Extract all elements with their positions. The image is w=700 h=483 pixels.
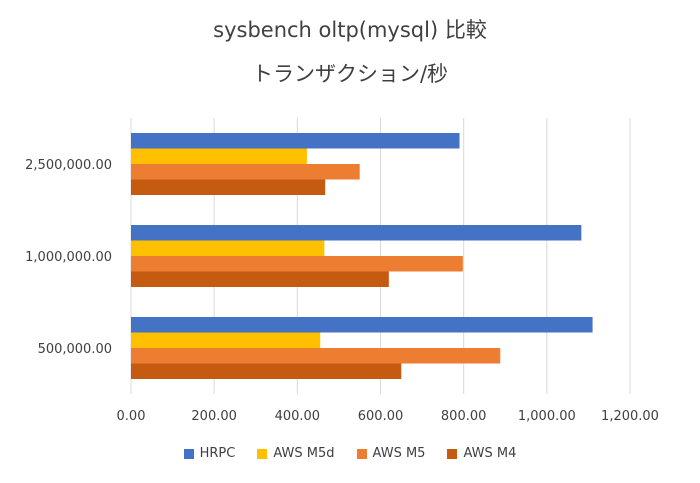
chart-title: sysbench oltp(mysql) 比較	[213, 18, 487, 42]
chart-legend: HRPC AWS M5d AWS M5 AWS M4	[0, 446, 700, 461]
legend-swatch	[447, 448, 458, 459]
legend-item: HRPC	[183, 446, 236, 461]
legend-label: HRPC	[199, 446, 236, 461]
bar-aws-m4	[131, 179, 326, 195]
bar-aws-m5	[131, 164, 360, 180]
bar-aws-m4	[131, 271, 389, 287]
bar-aws-m5	[131, 348, 501, 364]
legend-item: AWS M4	[447, 446, 516, 461]
y-category-label: 2,500,000.00	[25, 158, 112, 173]
bar-aws-m5d	[131, 332, 321, 348]
legend-label: AWS M5d	[273, 446, 335, 461]
legend-item: AWS M5	[356, 446, 426, 461]
x-tick-label: 1,200.00	[601, 409, 659, 424]
x-tick-label: 200.00	[191, 409, 237, 424]
chart-subtitle: トランザクション/秒	[251, 62, 449, 86]
bar-aws-m5d	[131, 148, 307, 164]
x-tick-label: 800.00	[441, 409, 487, 424]
legend-label: AWS M4	[463, 446, 517, 461]
legend-item: AWS M5d	[257, 446, 335, 461]
bar-aws-m5d	[131, 240, 325, 256]
y-category-label: 1,000,000.00	[25, 250, 112, 265]
x-tick-label: 1,000.00	[518, 409, 576, 424]
bar-hrpc	[131, 225, 582, 241]
x-tick-label: 400.00	[275, 409, 321, 424]
bar-aws-m5	[131, 256, 463, 272]
y-category-label: 500,000.00	[38, 342, 112, 357]
legend-label: AWS M5	[372, 446, 426, 461]
bar-aws-m4	[131, 363, 402, 379]
legend-swatch	[257, 448, 268, 459]
bar-hrpc	[131, 317, 593, 333]
legend-swatch	[183, 448, 194, 459]
x-tick-label: 0.00	[117, 409, 146, 424]
x-tick-label: 600.00	[358, 409, 404, 424]
bar-chart: 0.00 200.00 400.00 600.00 800.00 1,000.00 1,20…	[25, 118, 659, 424]
bar-hrpc	[131, 133, 460, 149]
legend-swatch	[356, 448, 367, 459]
